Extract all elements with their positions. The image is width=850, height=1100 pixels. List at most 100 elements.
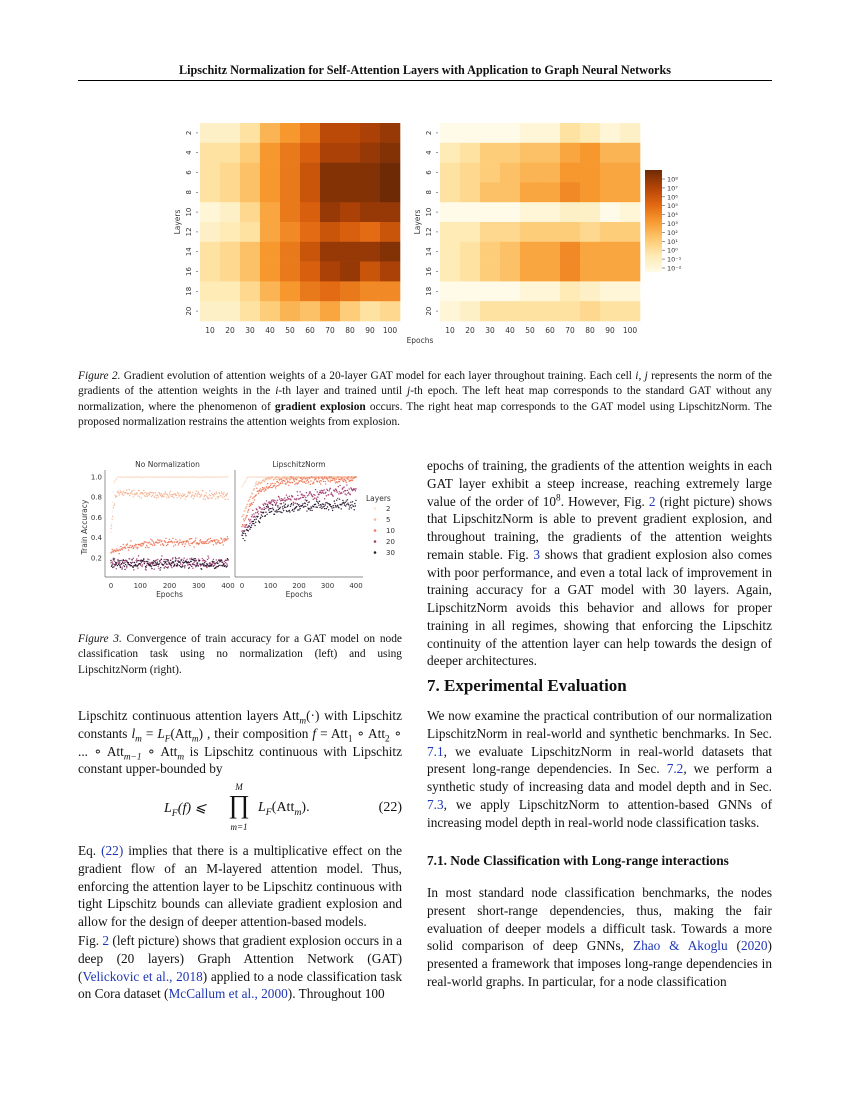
eq-rhs-arg: (Att xyxy=(271,800,295,815)
scatter-point-layers-10 xyxy=(148,541,151,543)
citation-link[interactable]: 2 xyxy=(102,933,110,948)
scatter-point-layers-30 xyxy=(328,503,330,505)
scatter-point-layers-5 xyxy=(125,492,127,494)
citation-link[interactable]: 7.1 xyxy=(427,743,444,759)
scatter-point-layers-30 xyxy=(155,563,158,565)
citation-link[interactable]: 2020 xyxy=(740,938,768,954)
scatter-point-layers-10 xyxy=(327,480,330,482)
heatmap-cell xyxy=(360,123,381,144)
citation-link[interactable]: (22) xyxy=(101,843,124,858)
scatter-point-layers-30 xyxy=(315,506,317,508)
scatter-point-layers-20 xyxy=(302,496,305,499)
heatmap-cell xyxy=(580,222,601,243)
scatter-point-layers-30 xyxy=(258,521,261,524)
scatter-point-layers-30 xyxy=(243,530,245,532)
scatter-point-layers-5 xyxy=(327,477,329,479)
text-span: implies that there is a multiplicative e… xyxy=(78,843,403,929)
heatmap-cell xyxy=(620,142,641,163)
scatter-point-layers-30 xyxy=(283,505,285,507)
scatter-point-layers-5 xyxy=(167,495,170,498)
scatter-point-layers-20 xyxy=(316,491,318,493)
heatmap-cell xyxy=(240,281,261,302)
y-tick-label: 14 xyxy=(425,247,433,256)
scatter-point-layers-20 xyxy=(213,562,215,564)
citation-link[interactable]: 2 xyxy=(648,493,656,509)
scatter-point-layers-30 xyxy=(309,509,312,511)
scatter-point-layers-10 xyxy=(195,537,197,539)
scatter-point-layers-20 xyxy=(311,495,314,498)
scatter-point-layers-20 xyxy=(354,488,356,490)
scatter-point-layers-5 xyxy=(158,492,161,495)
scatter-point-layers-5 xyxy=(220,491,223,493)
scatter-point-layers-10 xyxy=(227,537,229,540)
heatmap-cell xyxy=(220,123,241,144)
right-column-paragraph-1: epochs of training, the gradients of the… xyxy=(427,457,772,670)
text-span: , we apply LipschitzNorm to attention-ba… xyxy=(427,796,772,830)
heatmap-cell xyxy=(200,162,221,183)
scatter-point-layers-10 xyxy=(334,480,336,482)
scatter-point-layers-20 xyxy=(216,561,219,563)
scatter-point-layers-20 xyxy=(243,526,245,528)
scatter-point-layers-5 xyxy=(241,515,244,517)
citation-link[interactable]: Zhao & Akoglu xyxy=(632,938,728,954)
scatter-point-layers-30 xyxy=(326,501,328,504)
heatmap-cell xyxy=(200,182,221,203)
heatmap-cell xyxy=(540,182,561,203)
scatter-point-layers-5 xyxy=(206,495,208,498)
scatter-point-layers-10 xyxy=(205,540,207,543)
heatmap-cell xyxy=(320,162,341,183)
heatmap-cell xyxy=(300,123,321,144)
scatter-point-layers-20 xyxy=(194,564,196,567)
heatmap-cell xyxy=(540,241,561,262)
citation-link[interactable]: McCallum et al., 2000 xyxy=(168,986,288,1002)
scatter-point-layers-5 xyxy=(212,494,215,496)
legend-marker xyxy=(373,551,377,554)
heatmap-cell xyxy=(480,301,501,322)
scatter-point-layers-30 xyxy=(332,505,334,507)
scatter-point-layers-5 xyxy=(282,476,285,478)
citation-link[interactable]: 3 xyxy=(533,546,541,562)
scatter-point-layers-30 xyxy=(182,562,185,564)
heatmap-cell xyxy=(500,182,521,203)
heatmap-cell xyxy=(340,202,361,223)
citation-link[interactable]: 7.3 xyxy=(427,796,444,812)
scatter-point-layers-5 xyxy=(335,476,337,478)
scatter-point-layers-10 xyxy=(317,480,319,483)
scatter-point-layers-10 xyxy=(245,516,247,518)
scatter-point-layers-30 xyxy=(335,506,337,508)
scatter-point-layers-20 xyxy=(181,558,183,561)
scatter-point-layers-10 xyxy=(350,479,352,481)
scatter-point-layers-20 xyxy=(294,498,296,500)
scatter-point-layers-10 xyxy=(216,538,218,541)
scatter-point-layers-10 xyxy=(222,540,224,542)
text-span: shows that gradient explosion also comes… xyxy=(427,546,772,669)
scatter-point-layers-5 xyxy=(171,494,173,496)
scatter-point-layers-5 xyxy=(195,490,198,492)
scatter-point-layers-20 xyxy=(323,489,325,491)
scatter-point-layers-30 xyxy=(289,511,291,513)
scatter-point-layers-10 xyxy=(322,480,325,483)
citation-link[interactable]: Velickovic et al., 2018 xyxy=(82,968,203,984)
scatter-point-layers-30 xyxy=(306,504,309,506)
scatter-point-layers-30 xyxy=(126,565,128,567)
scatter-point-layers-10 xyxy=(164,541,167,544)
scatter-point-layers-5 xyxy=(344,477,346,479)
scatter-point-layers-5 xyxy=(247,503,249,505)
scatter-point-layers-30 xyxy=(146,562,148,565)
heatmap-cell xyxy=(560,182,581,203)
scatter-point-layers-5 xyxy=(275,476,277,478)
scatter-point-layers-10 xyxy=(330,479,332,482)
scatter-point-layers-20 xyxy=(286,496,289,499)
heatmap-cell xyxy=(240,222,261,243)
scatter-point-layers-30 xyxy=(143,558,145,561)
heatmap-cell xyxy=(320,123,341,144)
scatter-point-layers-10 xyxy=(288,484,290,487)
scatter-point-layers-20 xyxy=(138,559,140,562)
scatter-point-layers-5 xyxy=(222,493,225,496)
scatter-point-layers-30 xyxy=(124,568,126,571)
citation-link[interactable]: 7.2 xyxy=(666,761,684,777)
scatter-point-layers-20 xyxy=(145,569,147,571)
scatter-point-layers-10 xyxy=(137,546,139,549)
scatter-point-layers-30 xyxy=(292,504,294,506)
scatter-point-layers-20 xyxy=(162,560,165,563)
